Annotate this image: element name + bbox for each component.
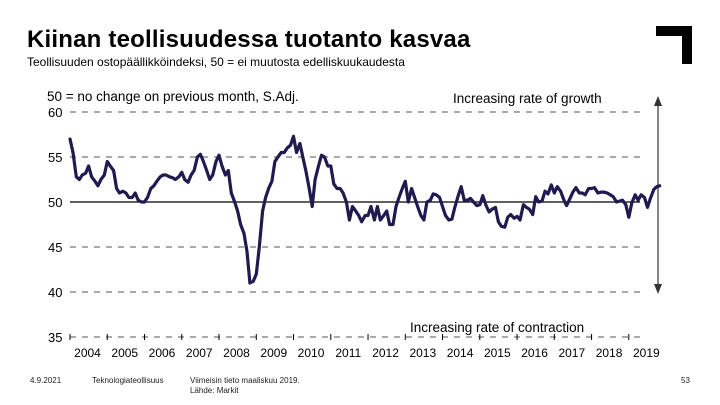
- x-tick-label: 2010: [298, 346, 325, 360]
- direction-arrow: [654, 96, 662, 294]
- x-tick-label: 2013: [409, 346, 436, 360]
- x-tick-label: 2017: [558, 346, 585, 360]
- y-tick-label: 60: [48, 105, 62, 120]
- x-tick-label: 2012: [372, 346, 399, 360]
- x-tick-label: 2016: [521, 346, 548, 360]
- x-axis-ticks: 2004 2005 2006 2007 2008 2009 2010 2011 2012 2013…: [69, 334, 660, 360]
- page-title: Kiinan teollisuudessa tuotanto kasvaa: [27, 26, 471, 53]
- x-tick-label: 2011: [335, 346, 361, 360]
- y-tick-label: 50: [48, 195, 62, 210]
- footer-organization: Teknologiateollisuus: [92, 376, 164, 385]
- x-tick-label: 2004: [74, 346, 101, 360]
- footer-date: 4.9.2021: [30, 376, 62, 385]
- footer-note: Viimeisin tieto maaliskuu 2019.: [190, 376, 300, 385]
- chart-annotation-top-left: 50 = no change on previous month, S.Adj.: [47, 89, 299, 104]
- y-tick-label: 35: [48, 330, 62, 345]
- x-tick-label: 2015: [484, 346, 511, 360]
- grid-layer: [70, 111, 640, 338]
- y-tick-label: 55: [48, 150, 62, 165]
- y-axis-ticks: 60 55 50 45 40 35: [48, 105, 62, 345]
- x-tick-label: 2014: [447, 346, 474, 360]
- series-line-pmi: [68, 134, 662, 285]
- y-tick-label: 40: [48, 285, 62, 300]
- footer-source-block: Viimeisin tieto maaliskuu 2019. Lähde: M…: [190, 376, 300, 396]
- page-subtitle: Teollisuuden ostopäällikköindeksi, 50 = …: [27, 55, 405, 69]
- x-tick-label: 2008: [223, 346, 250, 360]
- x-tick-label: 2018: [596, 346, 623, 360]
- footer-source: Lähde: Markit: [190, 386, 239, 395]
- x-tick-label: 2019: [633, 346, 660, 360]
- brand-corner-logo: [656, 26, 692, 64]
- arrow-head-up: [654, 96, 662, 106]
- chart-annotation-top-right: Increasing rate of growth: [453, 91, 602, 106]
- x-tick-label: 2009: [260, 346, 287, 360]
- x-tick-label: 2007: [186, 346, 213, 360]
- x-tick-label: 2005: [111, 346, 138, 360]
- x-tick-label: 2006: [149, 346, 176, 360]
- y-tick-label: 45: [48, 240, 62, 255]
- footer-page-number: 53: [681, 376, 690, 385]
- arrow-head-down: [654, 284, 662, 294]
- chart-annotation-bottom-right: Increasing rate of contraction: [410, 320, 584, 335]
